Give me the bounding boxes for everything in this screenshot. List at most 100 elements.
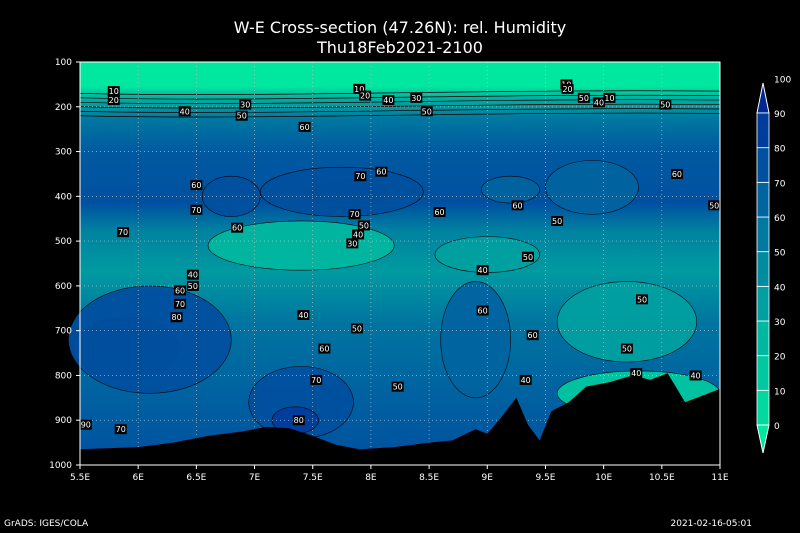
contour-label: 70 [310,374,323,385]
contour-label-text: 50 [622,345,632,354]
colorbar-segment [756,320,770,357]
contour-label-bg [348,209,361,220]
contour-label: 50 [522,251,534,262]
contour-label: 20 [359,90,372,101]
contour-label: 50 [357,220,370,231]
contour-label: 40 [352,229,365,240]
y-tick-label: 200 [55,103,72,113]
contour-label-text: 60 [175,286,185,295]
contour-label-bg [79,419,92,430]
contour-label-bg [433,207,446,218]
humidity-region [68,285,232,394]
colorbar-segment [756,147,770,183]
contour-label-bg [346,238,359,249]
contour-label-bg [561,83,574,94]
x-tick-label: 6.5E [186,473,206,483]
contour-label-bg [382,95,395,106]
contour-label-text: 50 [352,324,362,333]
contour-label: 60 [231,222,244,233]
contour-label-text: 10 [354,85,364,94]
contour-label-bg [297,309,310,320]
x-tick-label: 6E [132,473,144,483]
footer-timestamp: 2021-02-16-05:01 [670,519,753,529]
contour-label-text: 60 [376,168,386,177]
contour-label-bg [410,92,423,103]
contour-label-bg [350,323,363,334]
contour-label-bg [630,368,643,379]
contour-label-text: 70 [175,300,185,309]
contour-label: 60 [375,166,388,177]
contour-label-text: 40 [383,96,393,105]
contour-label: 70 [114,424,127,435]
x-tick-label: 10.5E [649,473,675,483]
contour-label: 60 [190,180,203,191]
axes: 5.5E 6E 6.5E 7E 7.5E 8E 8.5E 9E 9.5E 10E 10.5E 11E 1… [49,58,729,483]
contour-label-bg [522,251,534,262]
contour-label-bg [318,343,331,354]
contour-line [79,108,721,113]
colorbar-label: 0 [774,422,780,432]
contour-label-text: 40 [690,371,700,380]
contour-label-text: 20 [360,92,370,101]
x-tick-label: 9E [482,473,494,483]
contour-label: 20 [561,83,574,94]
contour-label-bg [391,381,404,392]
contour-label-bg [310,374,323,385]
contour-label: 70 [117,227,130,238]
contour-label-bg [354,171,367,182]
contour-label-bg [659,99,672,110]
contour-label-bg [375,166,388,177]
contour-label-text: 50 [359,221,369,230]
contour-label: 70 [190,204,203,215]
contour-label-bg [178,106,191,117]
contour-label-text: 50 [237,112,247,121]
contour-label-text: 70 [350,210,360,219]
y-tick-label: 800 [55,371,72,381]
contour-label-text: 40 [478,266,488,275]
contour-label-text: 50 [393,383,403,392]
y-tick-label: 100 [55,58,72,68]
contour-label-text: 60 [232,224,242,233]
contour-label-text: 30 [347,239,357,248]
contour-line [79,103,721,109]
humidity-region [207,220,395,271]
contour-label-text: 60 [434,208,444,217]
footer-credit: GrADS: IGES/COLA [4,519,89,529]
contour-line [79,99,721,104]
contour-label: 40 [178,106,191,117]
y-tick-label: 500 [55,237,72,247]
contour-label: 70 [354,171,367,182]
colorbar-segment [756,216,770,253]
contour-label-bg [636,294,649,305]
contour-label-bg [186,280,199,291]
x-tick-label: 10E [595,473,612,483]
x-tick-label: 7.5E [303,473,323,483]
contour-label: 40 [630,368,643,379]
contour-label: 60 [670,168,683,179]
contour-label-bg [107,95,120,106]
contour-label-text: 10 [109,87,119,96]
contour-label: 70 [348,209,361,220]
x-tick-label: 5.5E [70,473,90,483]
contour-label-bg [689,370,702,381]
contour-label: 60 [526,330,539,341]
contour-label-bg [420,106,433,117]
contour-label-text: 80 [294,416,304,425]
humidity-region [440,281,511,399]
colorbar-label: 80 [774,145,786,155]
colorbar-segment [756,112,770,149]
colorbar-segment [756,389,770,426]
colorbar-label: 50 [774,249,786,259]
contour-label-text: 20 [109,96,119,105]
y-tick-label: 900 [55,416,72,426]
y-tick-label: 1000 [49,461,72,471]
contour-label-text: 70 [311,376,321,385]
contour-label: 40 [689,370,702,381]
contour-label-text: 60 [319,345,329,354]
contour-label: 40 [519,374,532,385]
contour-label-text: 50 [579,94,589,103]
humidity-region [556,281,698,363]
contour-label: 40 [592,97,605,108]
contour-line [79,90,721,95]
contour-label: 80 [292,415,305,426]
